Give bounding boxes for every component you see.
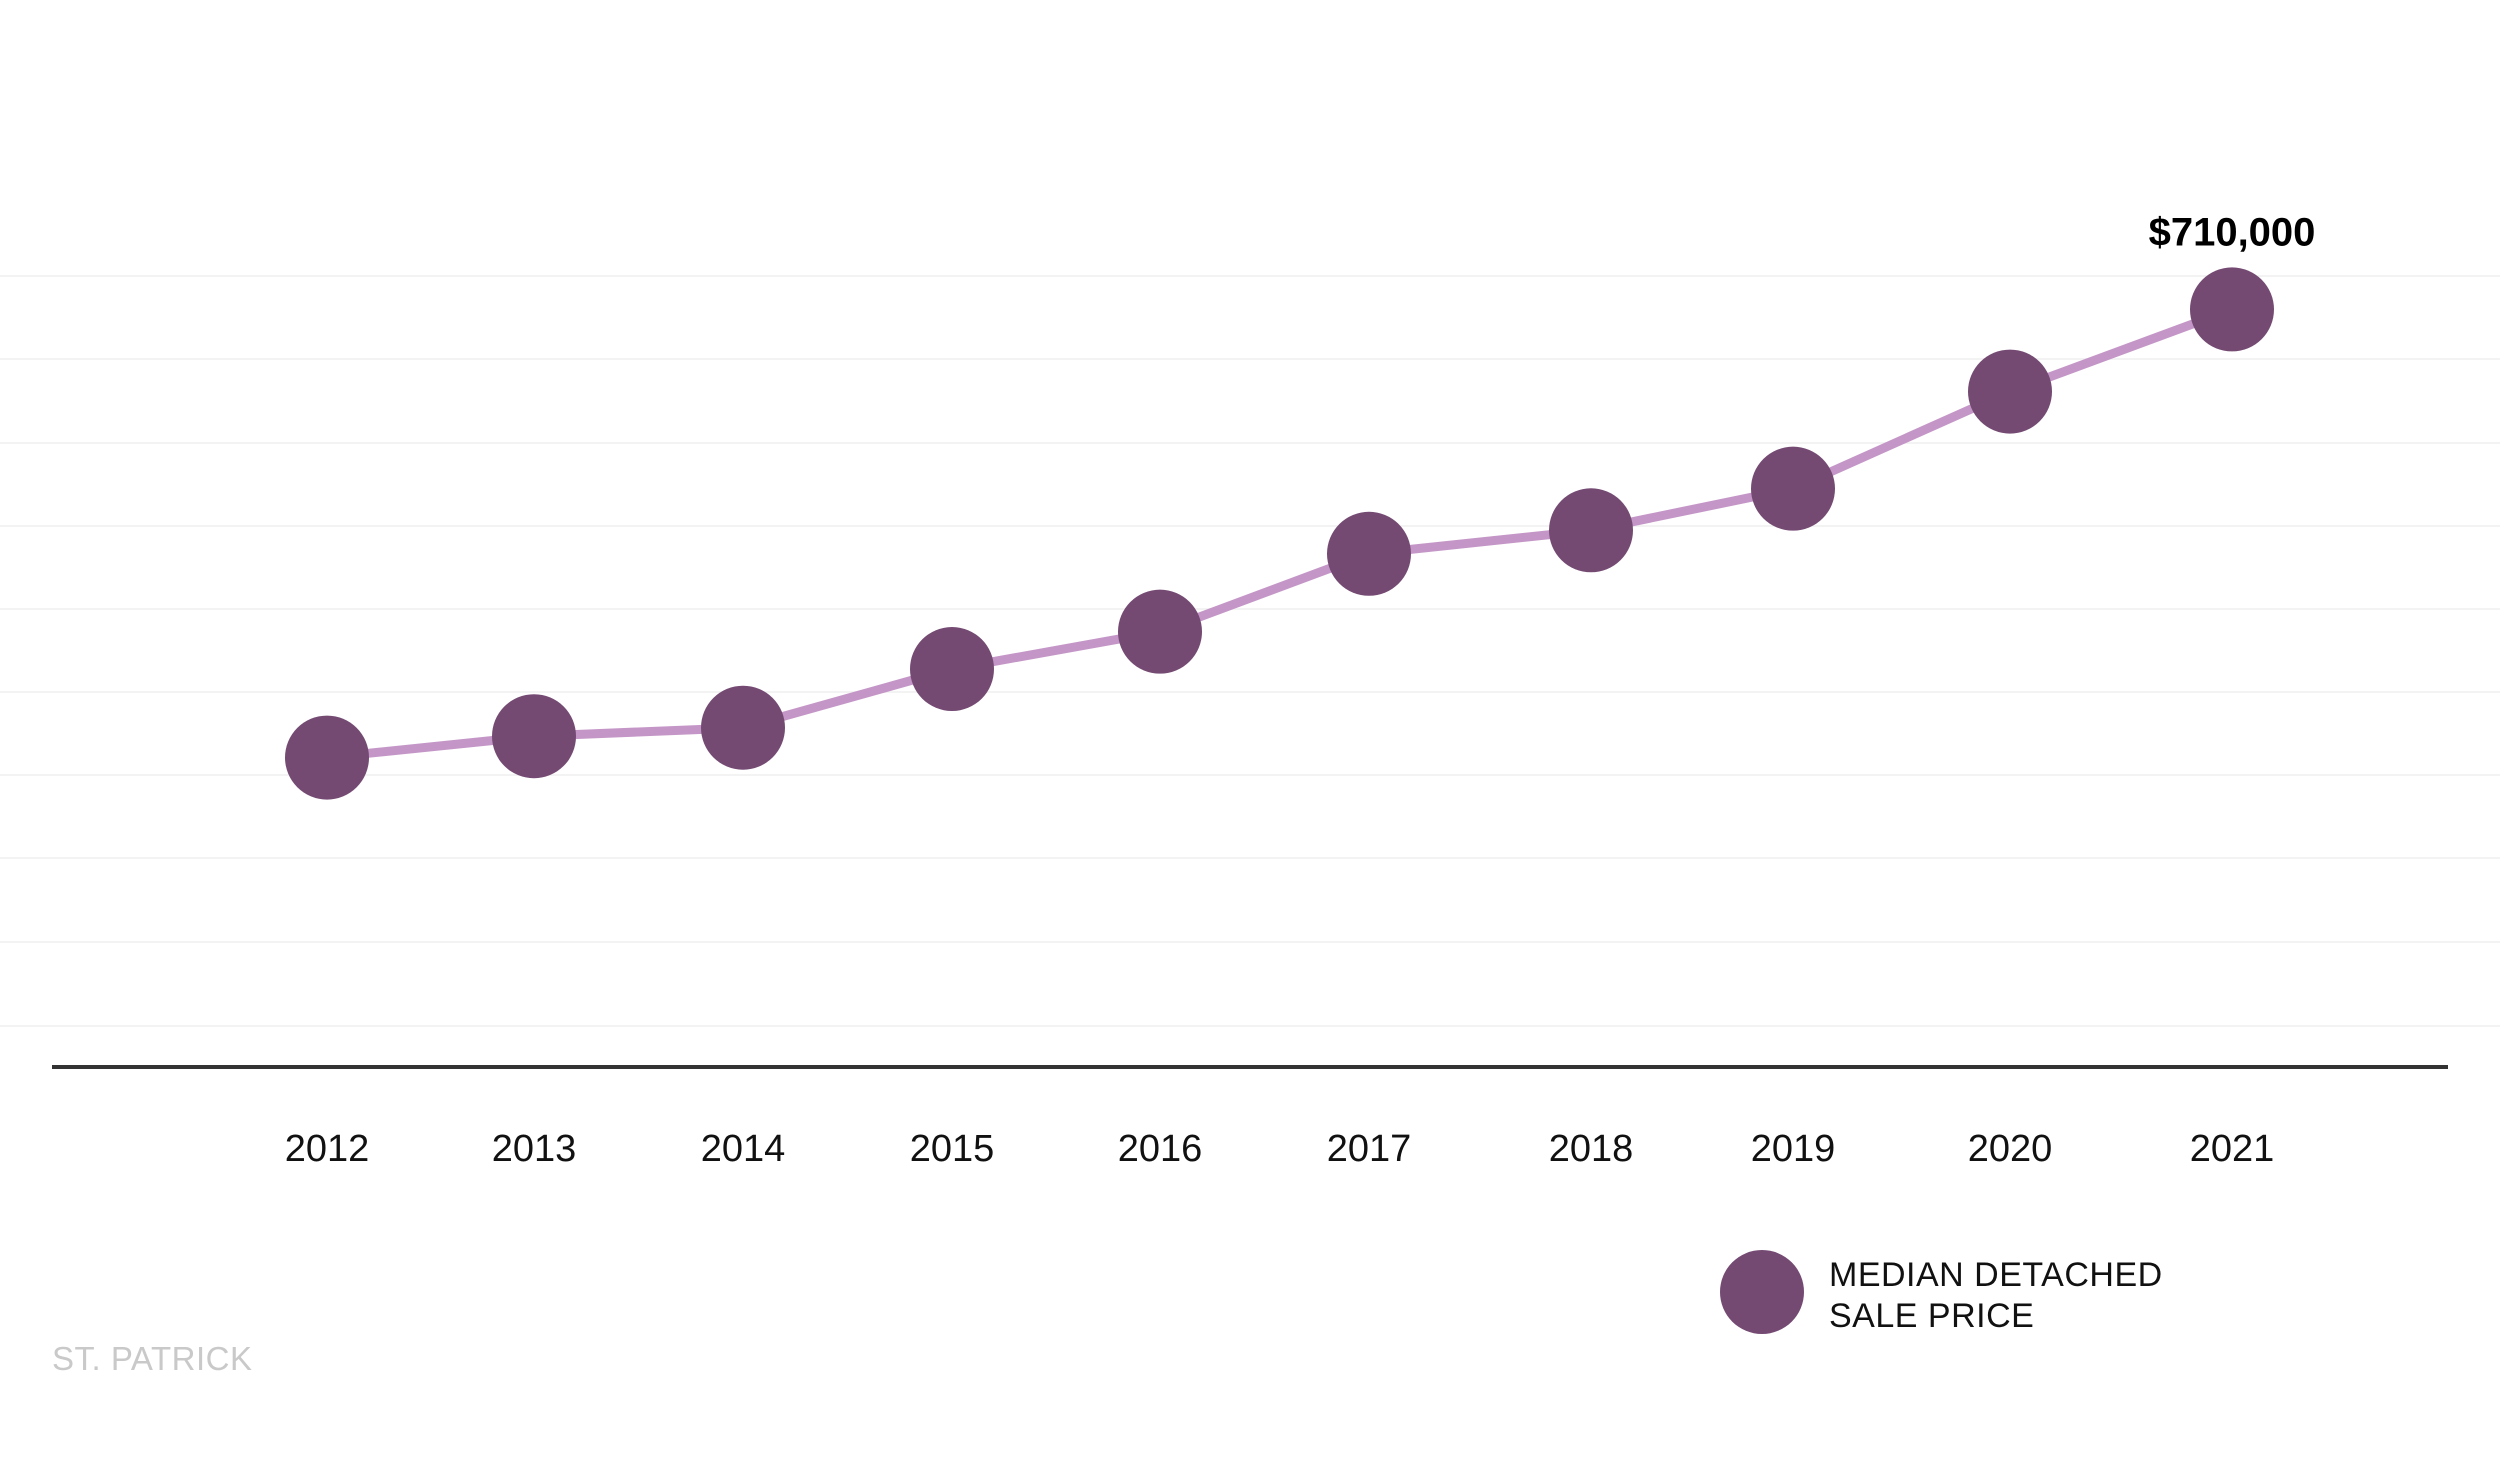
data-point-2012 — [285, 715, 369, 800]
gridlines — [0, 275, 2500, 1027]
x-tick-label-2019: 2019 — [1751, 1128, 1836, 1170]
x-tick-labels: 2012 2013 2014 2015 2016 2017 2018 2019 2020 2021 — [285, 1128, 2275, 1170]
data-point-2021 — [2190, 267, 2274, 352]
data-points — [285, 267, 2274, 800]
x-tick-label-2020: 2020 — [1968, 1128, 2053, 1170]
legend: MEDIAN DETACHED SALE PRICE — [1720, 1250, 2163, 1335]
data-point-2019 — [1751, 446, 1835, 531]
legend-label-line2: SALE PRICE — [1829, 1297, 2034, 1335]
legend-label-line1: MEDIAN DETACHED — [1829, 1256, 2163, 1294]
x-tick-label-2021: 2021 — [2190, 1128, 2275, 1170]
data-point-2014 — [701, 685, 785, 770]
x-tick-label-2018: 2018 — [1549, 1128, 1634, 1170]
x-tick-label-2014: 2014 — [701, 1128, 786, 1170]
x-tick-label-2017: 2017 — [1327, 1128, 1412, 1170]
x-tick-label-2013: 2013 — [492, 1128, 577, 1170]
series-line — [326, 305, 2234, 763]
data-point-2017 — [1327, 511, 1411, 596]
data-point-2015 — [910, 627, 994, 712]
data-point-2016 — [1118, 589, 1202, 674]
x-tick-label-2012: 2012 — [285, 1128, 370, 1170]
legend-marker — [1720, 1250, 1804, 1334]
footer-label: ST. PATRICK — [52, 1340, 252, 1377]
data-point-2018 — [1549, 488, 1633, 573]
x-tick-label-2016: 2016 — [1118, 1128, 1203, 1170]
x-tick-label-2015: 2015 — [910, 1128, 995, 1170]
data-point-2013 — [492, 694, 576, 779]
data-label-2021: $710,000 — [2149, 210, 2316, 254]
data-point-2020 — [1968, 349, 2052, 434]
